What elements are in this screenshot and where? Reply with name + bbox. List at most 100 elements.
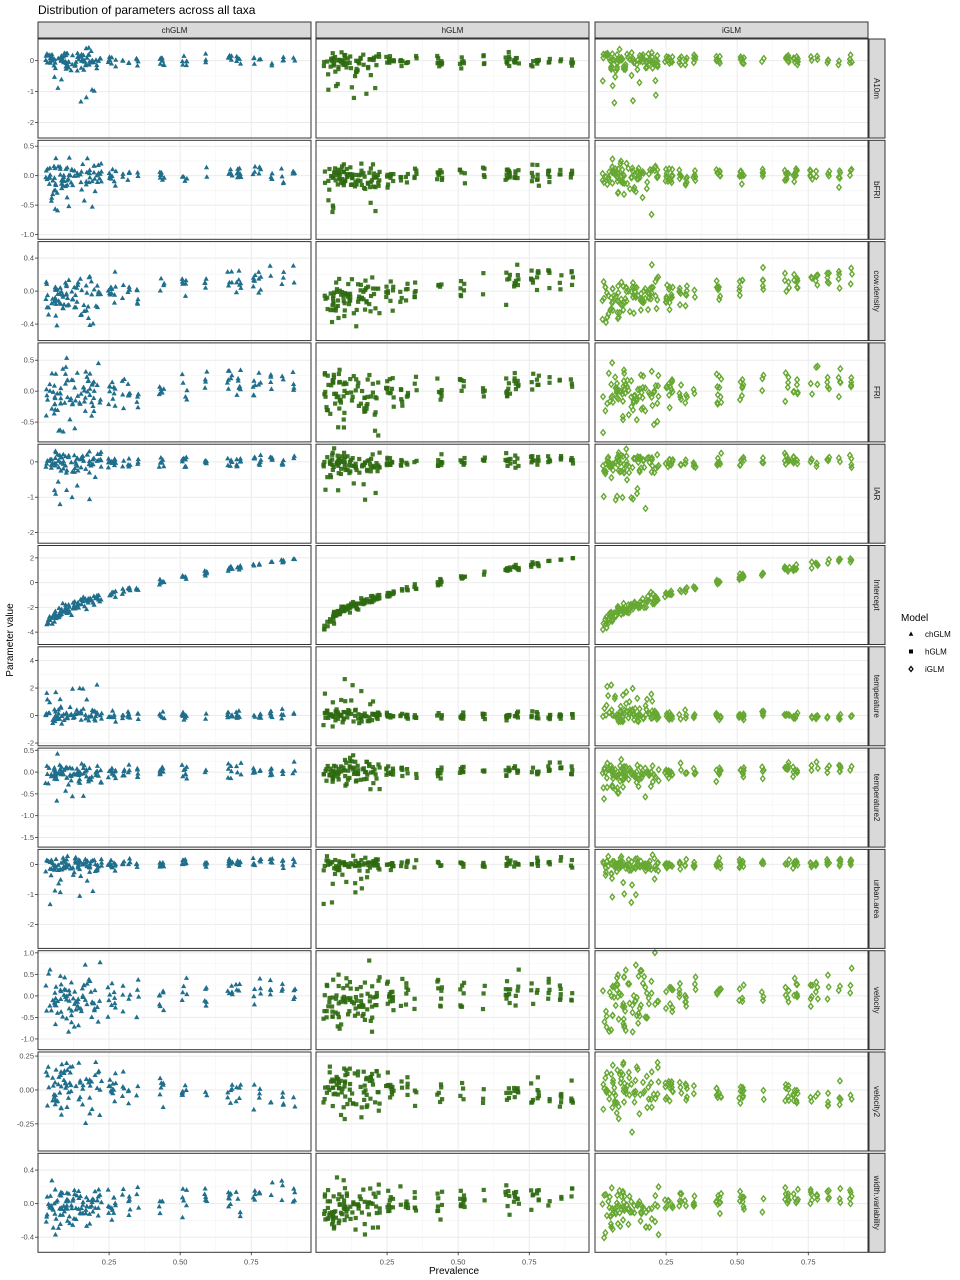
data-point [84, 878, 90, 883]
data-point [291, 453, 297, 458]
data-point [603, 1068, 611, 1077]
data-point [339, 466, 344, 471]
data-point [354, 377, 359, 382]
data-point [45, 1064, 51, 1069]
data-point [337, 379, 342, 385]
data-point [461, 991, 466, 996]
data-point [557, 760, 562, 765]
data-point [350, 1091, 355, 1096]
data-point [66, 59, 72, 64]
data-point [848, 964, 855, 973]
data-point [739, 769, 747, 778]
data-point [629, 96, 637, 105]
data-point [482, 166, 487, 171]
data-point [107, 1083, 113, 1089]
data-point [268, 372, 274, 377]
data-point [57, 762, 63, 767]
data-point [86, 274, 92, 280]
data-point [371, 171, 377, 176]
data-point [436, 710, 441, 716]
panel-border [594, 950, 869, 1051]
data-point [58, 1112, 65, 1117]
data-point [405, 281, 410, 286]
y-tick-label: 0.5 [24, 746, 34, 755]
data-point [377, 311, 382, 316]
data-point [359, 719, 364, 724]
data-point [373, 712, 378, 717]
data-point [341, 59, 346, 64]
data-point [793, 991, 801, 1000]
data-point [824, 269, 831, 278]
data-point [370, 1082, 376, 1087]
data-point [53, 856, 59, 862]
y-tick-label: -2 [27, 920, 34, 929]
data-point [530, 64, 535, 69]
data-point [359, 388, 365, 394]
data-point [279, 981, 286, 986]
data-point [623, 452, 630, 461]
data-point [813, 271, 820, 280]
data-point [348, 165, 353, 170]
data-point [350, 599, 356, 605]
data-point [98, 178, 104, 184]
panel-hGLM-temperature2 [315, 747, 590, 848]
data-point [160, 769, 166, 774]
data-point [269, 176, 275, 181]
data-point [570, 171, 575, 176]
data-point [620, 599, 627, 608]
data-point [847, 860, 854, 869]
data-point [83, 1120, 89, 1125]
data-point [161, 1007, 167, 1013]
data-point [269, 457, 275, 462]
panel-hGLM-velocity [315, 950, 590, 1051]
data-point [72, 458, 78, 464]
data-point [226, 990, 232, 996]
data-point [639, 193, 646, 202]
data-point [72, 598, 78, 604]
data-point [692, 176, 699, 185]
data-point [84, 451, 90, 457]
data-point [361, 1069, 366, 1074]
data-point [504, 773, 509, 778]
data-point [280, 712, 286, 717]
data-point [718, 449, 725, 458]
data-point [90, 888, 96, 894]
data-point [599, 296, 606, 305]
data-point [438, 1082, 444, 1087]
data-point [559, 557, 564, 562]
row-strip-bFRI [868, 139, 886, 240]
data-point [536, 382, 541, 387]
data-point [49, 300, 55, 306]
data-point [625, 462, 633, 471]
data-point [373, 860, 379, 865]
data-point [347, 997, 352, 1003]
data-point [341, 425, 347, 430]
data-point [291, 711, 297, 716]
data-point [182, 1082, 188, 1088]
panel-grid: chGLM hGLM iGLMA10m0-1-2bFRI0.50.0-0.5-1.0… [17, 21, 886, 1266]
data-point [602, 711, 610, 719]
data-point [67, 991, 73, 997]
data-point [623, 688, 630, 696]
data-point [157, 61, 163, 66]
data-point [676, 54, 683, 63]
data-point [611, 694, 618, 703]
data-point [322, 691, 328, 696]
data-point [358, 716, 364, 721]
data-point [516, 277, 521, 282]
y-tick-label: 0.0 [24, 387, 34, 396]
panel-chGLM-IAR [37, 443, 312, 544]
data-point [67, 416, 73, 422]
data-point [64, 355, 70, 360]
data-point [368, 309, 373, 314]
data-point [371, 995, 376, 1000]
data-point [682, 301, 689, 310]
data-point [370, 162, 376, 167]
data-point [347, 1087, 352, 1092]
data-point [341, 765, 346, 770]
data-point [692, 973, 699, 982]
data-point [412, 865, 417, 870]
data-point [600, 178, 607, 187]
data-point [341, 62, 346, 68]
data-point [362, 777, 367, 782]
